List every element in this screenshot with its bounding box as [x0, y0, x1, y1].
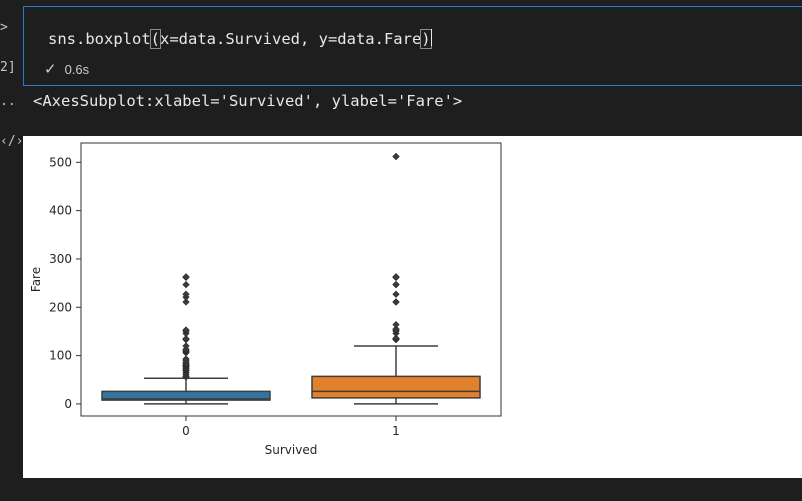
text-cursor	[430, 29, 432, 46]
outlier-point	[392, 298, 400, 306]
box-1	[311, 375, 481, 399]
y-axis-label: Fare	[29, 267, 43, 292]
x-axis-label: Survived	[265, 443, 318, 457]
outlier-point	[392, 325, 400, 333]
cell-input-prompt: >	[0, 20, 8, 35]
outlier-point	[182, 355, 190, 363]
outlier-point	[182, 298, 190, 306]
outlier-point	[392, 152, 400, 161]
outlier-point	[182, 335, 190, 343]
plot-output: 0 100 200 300 400 500 0 1 Survived Fare	[23, 136, 802, 478]
execution-duration: 0.6s	[64, 61, 90, 77]
close-paren: )	[420, 29, 432, 49]
outlier-point	[392, 334, 400, 342]
outlier-point	[182, 280, 190, 289]
x-tick-label: 1	[392, 424, 400, 438]
repr-output: <AxesSubplot:xlabel='Survived', ylabel='…	[33, 92, 463, 110]
y-tick-label: 400	[49, 204, 72, 218]
y-tick-label: 200	[49, 300, 72, 314]
y-tick-label: 500	[49, 155, 72, 169]
x-tick-label: 0	[182, 424, 190, 438]
check-icon: ✓	[44, 61, 57, 78]
boxplot-chart: 0 100 200 300 400 500 0 1 Survived Fare	[29, 142, 502, 457]
y-tick-label: 300	[49, 252, 72, 266]
code-cell[interactable]: sns.boxplot(x=data.Survived, y=data.Fare…	[23, 6, 802, 86]
outlier-point	[392, 290, 400, 298]
code-function: sns.boxplot	[48, 30, 151, 48]
axes-frame	[80, 142, 502, 417]
outlier-point	[182, 326, 190, 334]
outlier-point	[182, 290, 190, 298]
code-arguments: x=data.Survived, y=data.Fare	[160, 30, 422, 48]
outlier-point	[392, 273, 400, 281]
y-tick-label: 0	[64, 397, 72, 411]
outlier-point	[182, 342, 190, 350]
open-paren: (	[149, 29, 161, 49]
outlier-point	[392, 280, 400, 289]
cell-output-prompt: ..	[0, 94, 16, 109]
box-0	[101, 390, 271, 401]
outlier-point	[392, 321, 400, 329]
execution-status: ✓ 0.6s	[44, 60, 89, 78]
code-editor[interactable]: sns.boxplot(x=data.Survived, y=data.Fare…	[48, 29, 432, 49]
y-tick-label: 100	[49, 349, 72, 363]
outlier-point	[182, 273, 190, 281]
plot-output-prompt: ‹/›	[0, 134, 24, 149]
execution-count: 2]	[0, 60, 16, 75]
